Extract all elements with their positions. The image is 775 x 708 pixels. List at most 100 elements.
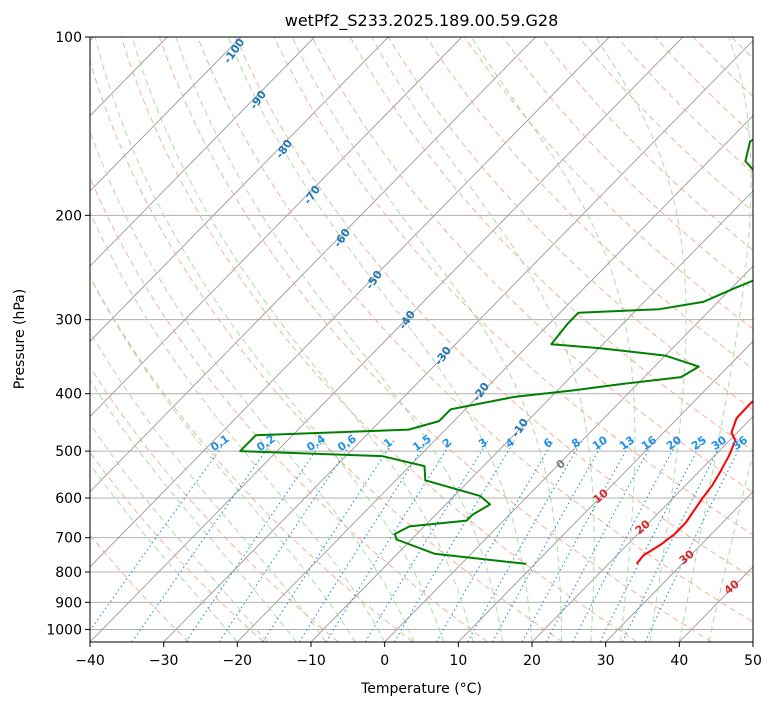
y-tick-label: 300 — [55, 313, 82, 329]
mixing-ratio-line — [90, 440, 227, 632]
mixing-ratio-label: 10 — [590, 433, 610, 453]
dry-adiabat-line — [273, 37, 753, 536]
moist-adiabat-label: -70 — [301, 183, 323, 207]
isotherm-line — [531, 415, 753, 642]
mixing-ratio-line — [364, 440, 489, 642]
dry-adiabat-line — [311, 37, 753, 493]
mixing-ratio-line — [218, 440, 354, 642]
mixing-ratio-label: 20 — [664, 433, 684, 453]
mixing-ratio-line — [545, 440, 655, 642]
mixing-ratio-line — [491, 440, 605, 642]
x-tick-label: −10 — [296, 653, 326, 669]
dry-adiabat-line — [425, 37, 753, 370]
dry-adiabat-line — [90, 59, 563, 642]
y-axis-ticks: 1000 900 800 700 600 500 400 300 200 100 — [46, 30, 90, 638]
moist-adiabat-line — [708, 451, 753, 642]
isotherm-line — [90, 37, 242, 192]
mixing-ratio-label: 2 — [440, 436, 454, 451]
x-tick-label: 50 — [744, 653, 762, 669]
moist-adiabat-line — [94, 37, 445, 642]
dry-adiabat-line — [235, 37, 753, 579]
mixing-ratio-label: 30 — [709, 433, 729, 453]
dry-adiabat-line — [197, 37, 753, 623]
mixing-ratio-label: 16 — [639, 433, 659, 453]
moist-adiabat-label: -100 — [221, 36, 248, 66]
moist-adiabat-label: -40 — [396, 308, 418, 332]
isotherm-line — [679, 566, 753, 642]
x-axis-label: Temperature (°C) — [360, 681, 482, 697]
dry-adiabat-label: 30 — [677, 547, 697, 567]
moist-adiabat-line — [131, 37, 474, 642]
mixing-ratio-line — [325, 440, 453, 642]
y-tick-label: 500 — [55, 444, 82, 460]
moist-adiabat-line — [470, 37, 636, 642]
moist-adiabat-label: -90 — [247, 88, 269, 112]
isotherm-line — [752, 641, 753, 642]
mixing-ratio-line — [262, 440, 395, 642]
y-tick-label: 900 — [55, 595, 82, 611]
dry-adiabat-line — [464, 37, 753, 330]
mixing-ratio-label: 1 — [381, 436, 395, 451]
mixing-ratio-line — [185, 440, 324, 642]
moist-adiabat-label: -20 — [470, 380, 492, 404]
y-tick-label: 1000 — [46, 622, 82, 638]
moist-adiabat-line — [175, 37, 503, 642]
moist-adiabat-line — [678, 37, 752, 642]
y-tick-label: 800 — [55, 565, 82, 581]
y-tick-label: 200 — [55, 208, 82, 224]
dry-adiabat-line — [90, 176, 488, 642]
moist-adiabat-line — [90, 423, 268, 642]
isotherm-line — [90, 37, 315, 267]
mixing-ratio-label: 6 — [541, 435, 555, 450]
y-tick-label: 600 — [55, 491, 82, 507]
dry-adiabat-line — [158, 37, 712, 642]
x-tick-label: 40 — [670, 653, 688, 669]
moist-adiabat-line — [90, 330, 327, 642]
dewpoint-profile-line — [239, 138, 753, 565]
isotherm-line — [90, 37, 536, 493]
mixing-ratio-label: 13 — [617, 433, 637, 452]
isotherm-line — [384, 265, 753, 642]
moist-adiabat-line — [90, 276, 356, 642]
isotherm-line — [90, 37, 610, 568]
x-tick-label: −30 — [149, 653, 179, 669]
moist-adiabat-line — [595, 37, 687, 642]
isotherm-line — [310, 190, 753, 642]
isotherm-line — [90, 37, 684, 642]
dry-adiabat-line — [90, 451, 264, 642]
x-tick-label: −40 — [75, 653, 105, 669]
moist-adiabat-lines — [90, 37, 753, 642]
dry-adiabat-line — [692, 37, 753, 98]
x-tick-label: 10 — [449, 653, 467, 669]
mixing-ratio-line — [467, 440, 583, 642]
dry-adiabat-line — [349, 37, 753, 452]
moist-adiabat-line — [90, 463, 238, 642]
mixing-ratio-line — [644, 440, 744, 642]
plot-area — [90, 37, 775, 642]
y-axis-label: Pressure (hPa) — [12, 289, 28, 389]
isobar-gridlines — [90, 37, 753, 630]
y-tick-label: 400 — [55, 387, 82, 403]
isotherm-line — [605, 491, 753, 642]
dry-adiabat-line — [616, 37, 753, 174]
isotherm-line — [90, 37, 389, 342]
dry-adiabat-line — [90, 275, 414, 642]
dry-adiabat-line — [770, 37, 775, 642]
dry-adiabat-lines — [90, 37, 775, 642]
chart-title: wetPf2_S233.2025.189.00.59.G28 — [285, 11, 559, 31]
isotherm-lines — [90, 37, 753, 642]
mixing-ratio-line — [131, 440, 274, 642]
moist-adiabat-line — [90, 210, 386, 642]
moist-adiabat-line — [291, 37, 562, 642]
dry-adiabat-line — [120, 37, 638, 642]
mixing-ratio-line — [521, 440, 633, 642]
mixing-ratio-line — [435, 440, 554, 642]
moist-adiabat-line — [227, 37, 533, 642]
mixing-ratio-line — [393, 440, 516, 642]
sounding-profiles — [239, 138, 753, 565]
dry-adiabat-line — [654, 37, 753, 136]
mixing-ratio-line — [572, 440, 679, 642]
moist-adiabat-line — [371, 37, 595, 642]
moist-adiabat-line — [90, 129, 415, 642]
